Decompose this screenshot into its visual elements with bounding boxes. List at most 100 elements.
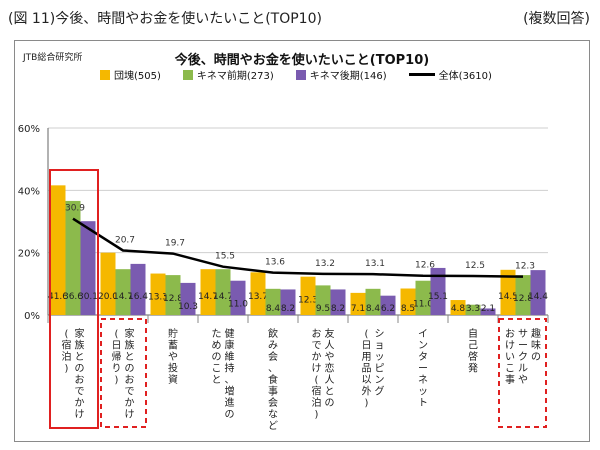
total-value-label: 13.2 xyxy=(315,259,335,269)
total-value-label: 30.9 xyxy=(65,204,85,214)
legend-label-kinema-early: キネマ前期(273) xyxy=(196,71,274,82)
bar-dankai xyxy=(250,272,266,315)
category-label: 飲み会、食事会など xyxy=(268,327,278,432)
bar-value-label: 2.1 xyxy=(481,304,495,314)
bar-value-label: 6.2 xyxy=(381,304,395,314)
total-value-label: 12.5 xyxy=(465,261,485,271)
bar-kinema-late xyxy=(380,295,396,315)
bar-dankai xyxy=(500,269,516,315)
legend-swatch-kinema-late xyxy=(295,69,306,80)
bar-value-label: 4.8 xyxy=(451,304,466,314)
answer-type-note: (複数回答) xyxy=(523,11,590,27)
bar-value-label: 11.0 xyxy=(228,300,248,310)
highlight-box-dashed xyxy=(100,318,147,428)
bar-kinema-early xyxy=(215,269,231,315)
total-value-label: 13.1 xyxy=(365,259,385,269)
bar-value-label: 12.8 xyxy=(513,294,533,304)
category-label: 自己啓発 xyxy=(468,327,478,375)
bar-dankai xyxy=(50,185,66,315)
bar-kinema-early xyxy=(365,288,381,315)
legend-item-total: 全体(3610) xyxy=(408,67,492,82)
chart-legend: 団塊(505) キネマ前期(273) キネマ後期(146) 全体(3610) xyxy=(100,67,492,82)
bar-kinema-late xyxy=(230,280,246,315)
bar-kinema-late xyxy=(280,289,296,315)
legend-label-kinema-late: キネマ後期(146) xyxy=(309,71,387,82)
bar-dankai xyxy=(350,292,366,315)
bar-value-label: 13.7 xyxy=(248,292,268,302)
figure-caption: (図 11)今後、時間やお金を使いたいこと(TOP10) xyxy=(8,11,322,27)
bar-value-label: 8.4 xyxy=(366,304,381,314)
total-value-label: 15.5 xyxy=(215,252,235,262)
bar-kinema-early xyxy=(165,275,181,315)
bar-kinema-late xyxy=(180,282,196,315)
total-value-label: 12.3 xyxy=(515,262,535,272)
bar-value-label: 8.2 xyxy=(281,304,295,314)
bar-dankai xyxy=(150,273,166,315)
bar-value-label: 3.3 xyxy=(466,304,480,314)
bar-value-label: 10.3 xyxy=(178,302,198,312)
bar-value-label: 20.0 xyxy=(98,292,118,302)
bar-dankai xyxy=(100,252,116,315)
category-label: インターネット xyxy=(418,329,428,409)
bar-value-label: 11.0 xyxy=(413,300,433,310)
bar-kinema-early xyxy=(265,288,281,315)
total-value-label: 12.6 xyxy=(415,261,435,271)
bar-kinema-early xyxy=(515,275,531,315)
y-tick-label: 40% xyxy=(18,186,40,197)
bar-kinema-late xyxy=(480,308,496,315)
y-tick-label: 60% xyxy=(18,124,40,135)
highlight-box-solid xyxy=(49,169,99,429)
bar-value-label: 15.1 xyxy=(428,292,448,302)
bar-value-label: 8.5 xyxy=(401,304,415,314)
legend-item-kinema-late: キネマ後期(146) xyxy=(295,67,387,82)
bar-value-label: 16.4 xyxy=(128,292,148,302)
bar-dankai xyxy=(450,300,466,315)
bar-value-label: 7.1 xyxy=(351,304,365,314)
y-tick-label: 0% xyxy=(24,311,40,322)
bar-value-label: 14.7 xyxy=(198,292,218,302)
bar-value-label: 14.4 xyxy=(528,292,548,302)
bar-value-label: 13.3 xyxy=(148,293,168,303)
bar-dankai xyxy=(400,288,416,315)
bar-value-label: 36.6 xyxy=(63,292,83,302)
category-label: ショッピング(日用品以外) xyxy=(362,329,385,409)
category-label: 家族とのおでかけ(日帰り) xyxy=(112,327,135,421)
category-label: 友人や恋人とのおでかけ(宿泊) xyxy=(312,327,335,421)
total-value-label: 20.7 xyxy=(115,235,135,245)
bar-value-label: 8.2 xyxy=(331,304,345,314)
total-value-label: 13.6 xyxy=(265,258,285,268)
total-line xyxy=(72,217,524,278)
bar-value-label: 14.5 xyxy=(498,292,518,302)
chart-title: 今後、時間やお金を使いたいこと(TOP10) xyxy=(174,53,430,68)
category-label: 健康維持、増進のためのこと xyxy=(212,328,235,421)
bar-value-label: 12.8 xyxy=(163,294,183,304)
legend-label-dankai: 団塊(505) xyxy=(114,71,161,82)
legend-item-dankai: 団塊(505) xyxy=(100,67,161,82)
highlight-box-dashed xyxy=(498,318,547,428)
y-tick-label: 20% xyxy=(18,249,40,260)
category-label: 家族とのおでかけ(宿泊) xyxy=(62,327,85,421)
bar-value-label: 14.7 xyxy=(113,292,133,302)
bar-kinema-late xyxy=(430,267,446,315)
bar-value-label: 8.4 xyxy=(266,304,281,314)
bar-value-label: 14.7 xyxy=(213,292,233,302)
bar-kinema-late xyxy=(130,263,146,315)
category-label: 趣味のサークルやおけいこ事 xyxy=(505,327,541,386)
source-label: JTB総合研究所 xyxy=(23,53,83,63)
legend-swatch-kinema-early xyxy=(182,69,193,80)
bar-value-label: 41.6 xyxy=(48,292,68,302)
bar-kinema-early xyxy=(415,280,431,315)
bar-kinema-late xyxy=(330,289,346,315)
bar-kinema-early xyxy=(315,285,331,315)
bar-value-label: 12.3 xyxy=(298,296,318,306)
legend-swatch-total xyxy=(408,73,435,76)
bar-kinema-early xyxy=(115,269,131,315)
bar-value-label: 30.1 xyxy=(78,292,98,302)
bar-kinema-early xyxy=(65,200,81,315)
chart-frame: JTB総合研究所 今後、時間やお金を使いたいこと(TOP10) xyxy=(14,40,590,442)
bar-dankai xyxy=(300,276,316,315)
category-label: 貯蓄や投資 xyxy=(168,328,178,386)
legend-swatch-dankai xyxy=(100,69,110,80)
bar-kinema-early xyxy=(465,304,481,315)
